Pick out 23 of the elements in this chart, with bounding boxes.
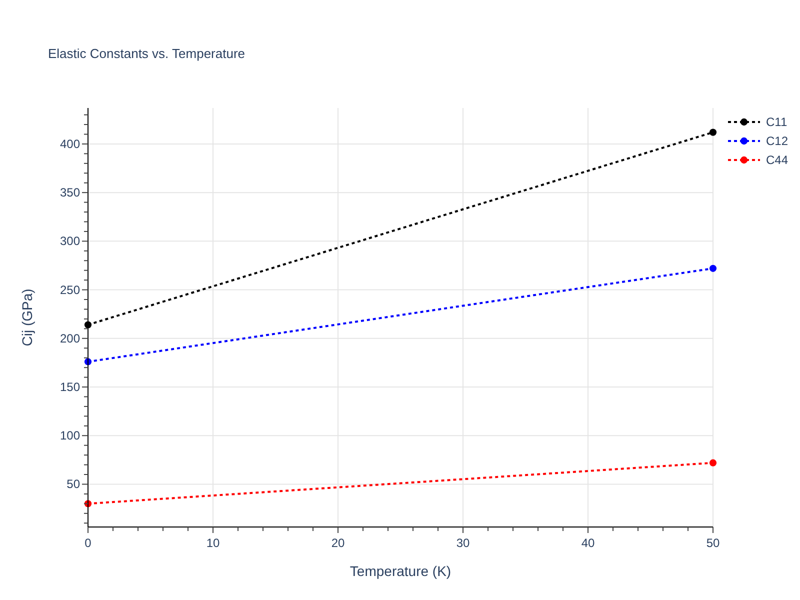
y-tick-label: 250 <box>60 282 80 297</box>
x-tick-label: 20 <box>331 536 345 550</box>
y-tick-label: 400 <box>60 136 80 151</box>
y-tick-label: 150 <box>60 380 80 394</box>
legend-label: C11 <box>766 115 788 129</box>
x-tick-label: 10 <box>206 536 220 550</box>
y-tick-label: 300 <box>60 234 80 248</box>
legend-label: C12 <box>766 134 788 148</box>
chart-title: Elastic Constants vs. Temperature <box>48 46 246 61</box>
x-tick-label: 50 <box>706 536 720 550</box>
x-tick-label: 30 <box>456 536 470 550</box>
y-tick-label: 200 <box>60 331 80 346</box>
point <box>709 128 717 136</box>
legend-label: C44 <box>766 153 788 167</box>
y-tick-label: 100 <box>60 428 80 443</box>
point <box>709 459 717 466</box>
y-tick-label: 50 <box>66 477 80 492</box>
y-axis-title: Cij (GPa) <box>19 288 35 346</box>
x-tick-label: 40 <box>581 536 595 550</box>
y-tick-label: 350 <box>60 186 80 200</box>
point <box>709 264 717 272</box>
x-tick-label: 0 <box>84 536 92 550</box>
x-axis-title: Temperature (K) <box>350 563 452 579</box>
